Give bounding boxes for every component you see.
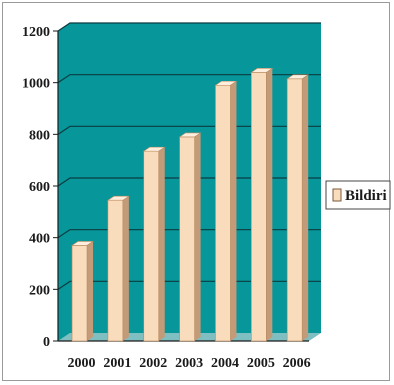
- bar: [142, 146, 166, 342]
- y-tick-label: 1200: [22, 25, 50, 40]
- bar: [106, 195, 130, 342]
- x-tick-label: 2003: [175, 356, 203, 371]
- bar-front: [107, 199, 124, 342]
- x-tick-label: 2000: [68, 356, 96, 371]
- bar: [250, 68, 274, 342]
- bar-top: [214, 80, 238, 86]
- gridline: [57, 177, 321, 187]
- gridline: [57, 74, 321, 84]
- bar-top: [286, 74, 310, 80]
- bar-chart: 0 200 400 600 800 1000 1200 2000 2001 2002 2003 20…: [22, 22, 391, 371]
- bar-side: [230, 81, 237, 341]
- bar-top: [178, 132, 202, 138]
- bar-front: [179, 136, 195, 342]
- y-tick-label: 1000: [22, 77, 50, 92]
- bar: [71, 241, 95, 342]
- y-tick-label: 200: [29, 283, 50, 298]
- legend: Bildiri: [325, 180, 391, 210]
- bar-top: [142, 146, 166, 152]
- bar-front: [251, 72, 267, 342]
- y-tick-label: 600: [29, 180, 50, 195]
- bar-side: [158, 147, 165, 341]
- x-tick-label: 2001: [103, 356, 131, 371]
- bar: [286, 74, 310, 342]
- bar-front: [215, 84, 231, 342]
- bar: [178, 132, 202, 342]
- gridline: [57, 229, 321, 239]
- chart-frame: 0 200 400 600 800 1000 1200 2000 2001 2002 2003 20…: [2, 2, 391, 381]
- y-tick-label: 400: [29, 232, 50, 247]
- bar-side: [266, 68, 273, 341]
- y-tick-label: 0: [43, 335, 50, 350]
- gridline: [57, 22, 321, 32]
- bar-front: [71, 245, 88, 342]
- x-tick-label: 2006: [283, 356, 311, 371]
- bar-top: [71, 241, 95, 246]
- bar-side: [87, 241, 94, 341]
- y-tick-label: 800: [29, 128, 50, 143]
- x-tick-label: 2002: [139, 356, 167, 371]
- bar-front: [286, 78, 303, 342]
- bar: [214, 80, 238, 342]
- bar-top: [106, 195, 130, 201]
- bar-side: [194, 132, 201, 341]
- legend-swatch: [332, 188, 342, 202]
- x-tick-label: 2004: [211, 356, 239, 371]
- bar-top: [250, 68, 274, 73]
- bar-side: [302, 74, 309, 342]
- gridline: [57, 280, 321, 290]
- legend-label: Bildiri: [345, 188, 387, 204]
- x-tick-label: 2005: [247, 356, 275, 371]
- bar-front: [143, 150, 160, 342]
- gridline: [57, 125, 321, 135]
- bar-side: [122, 196, 129, 341]
